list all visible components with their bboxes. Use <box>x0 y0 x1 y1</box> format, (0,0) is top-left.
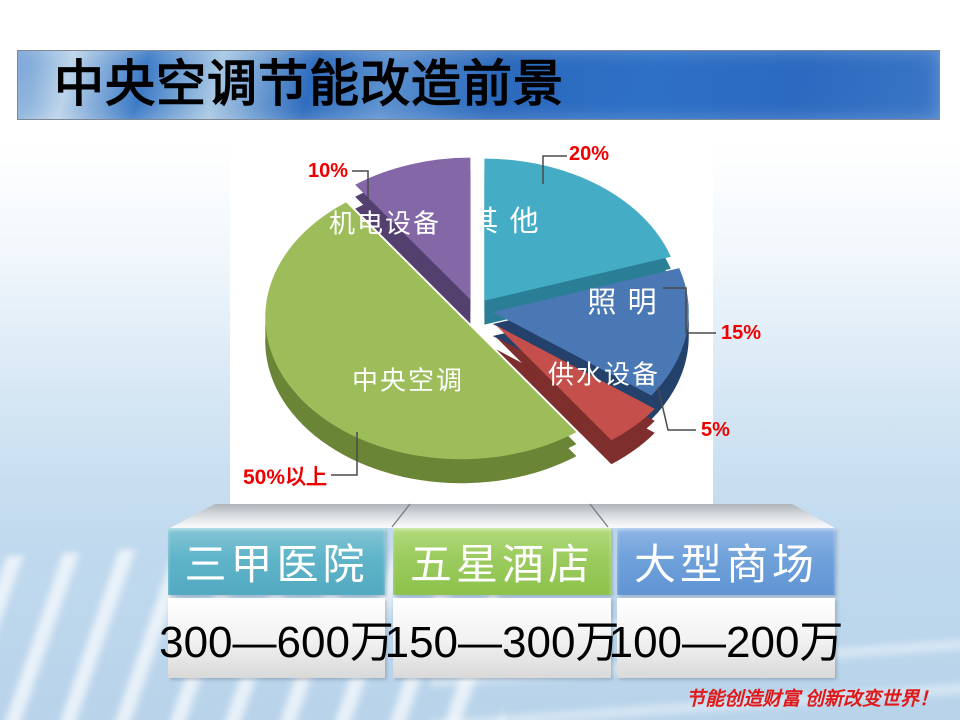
connector-line-5pct <box>657 386 696 431</box>
pie-slice-top-3 <box>265 202 577 460</box>
connector-line-15pct <box>663 287 716 334</box>
pct-callout-10: 10% <box>308 160 349 182</box>
pie-slice-label-water: 供水设备 <box>547 360 661 390</box>
lid-seam-line <box>391 503 411 528</box>
callout-connectors <box>331 155 716 476</box>
pie-wedges <box>265 157 689 484</box>
pct-callout-50: 50%以上 <box>243 466 328 489</box>
pie-slice-top-2 <box>496 325 655 441</box>
table-column-mall: 大型商场 100—200万 <box>609 528 843 678</box>
pie-slice-label-lighting: 照 明 <box>587 287 659 319</box>
pct-callout-20: 20% <box>569 143 610 165</box>
pie-slice-label-other: 其 他 <box>469 206 541 238</box>
pct-callout-5: 5% <box>701 419 730 441</box>
pct-callout-15: 15% <box>721 322 762 344</box>
table-header-cell: 大型商场 <box>617 528 835 595</box>
pie-slice-label-hvac: 中央空调 <box>351 366 465 396</box>
table-column-hotel: 五星酒店 150—300万 <box>385 528 619 678</box>
lid-seam-line <box>589 503 609 528</box>
table-header-cell: 三甲医院 <box>168 528 385 595</box>
connector-line-50pct <box>331 432 358 476</box>
table-column-hospital: 三甲医院 300—600万 <box>159 528 394 678</box>
pie-slice-top-0 <box>484 158 671 301</box>
pie-slice-top-1 <box>492 268 689 396</box>
pie-slice-top-4 <box>355 157 471 300</box>
page-title: 中央空调节能改造前景 <box>54 56 564 112</box>
connector-line-10pct <box>352 170 369 199</box>
table-value-cell: 150—300万 <box>385 598 619 678</box>
table-value-cell: 100—200万 <box>609 598 843 678</box>
table-value-cell: 300—600万 <box>159 598 394 678</box>
connector-line-20pct <box>542 155 567 184</box>
table-3d-lid <box>170 504 835 528</box>
footer-slogan: 节能创造财富 创新改变世界！ <box>686 689 938 710</box>
pie-slice-label-electromech: 机电设备 <box>328 209 442 239</box>
title-banner: 中央空调节能改造前景 <box>17 50 940 120</box>
table-header-cell: 五星酒店 <box>393 528 611 595</box>
